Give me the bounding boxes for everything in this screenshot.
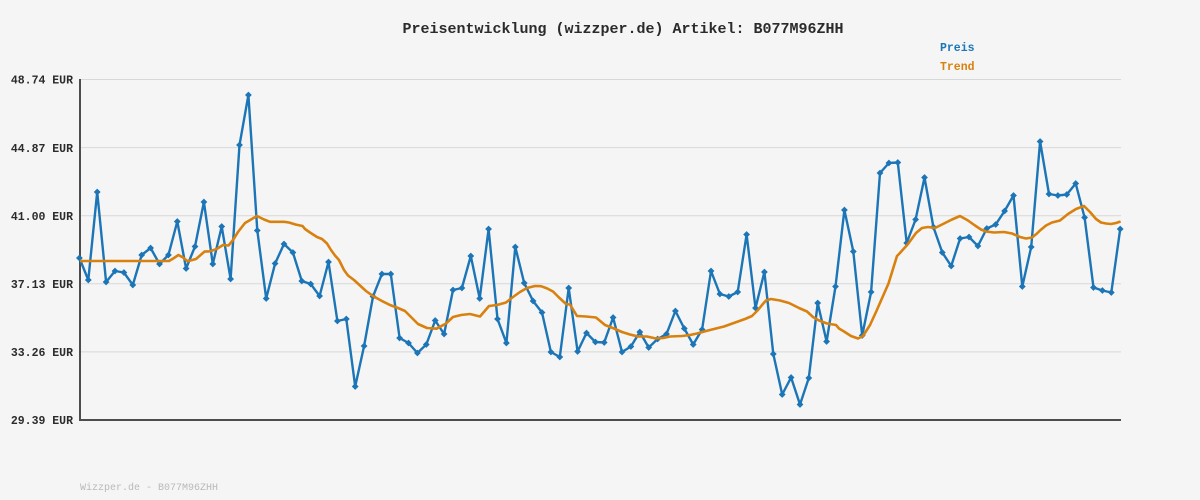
svg-text:33.26 EUR: 33.26 EUR <box>11 347 73 360</box>
svg-text:44.87 EUR: 44.87 EUR <box>11 143 73 156</box>
svg-text:Preisentwicklung (wizzper.de): Preisentwicklung (wizzper.de) Artikel: B… <box>402 21 843 38</box>
svg-text:37.13 EUR: 37.13 EUR <box>11 279 73 292</box>
svg-text:Wizzper.de - B077M96ZHH: Wizzper.de - B077M96ZHH <box>80 482 218 494</box>
svg-text:48.74 EUR: 48.74 EUR <box>11 75 73 88</box>
svg-text:Preis: Preis <box>940 42 975 55</box>
svg-text:29.39 EUR: 29.39 EUR <box>11 415 73 428</box>
svg-text:41.00 EUR: 41.00 EUR <box>11 211 73 224</box>
svg-text:Trend: Trend <box>940 61 975 74</box>
